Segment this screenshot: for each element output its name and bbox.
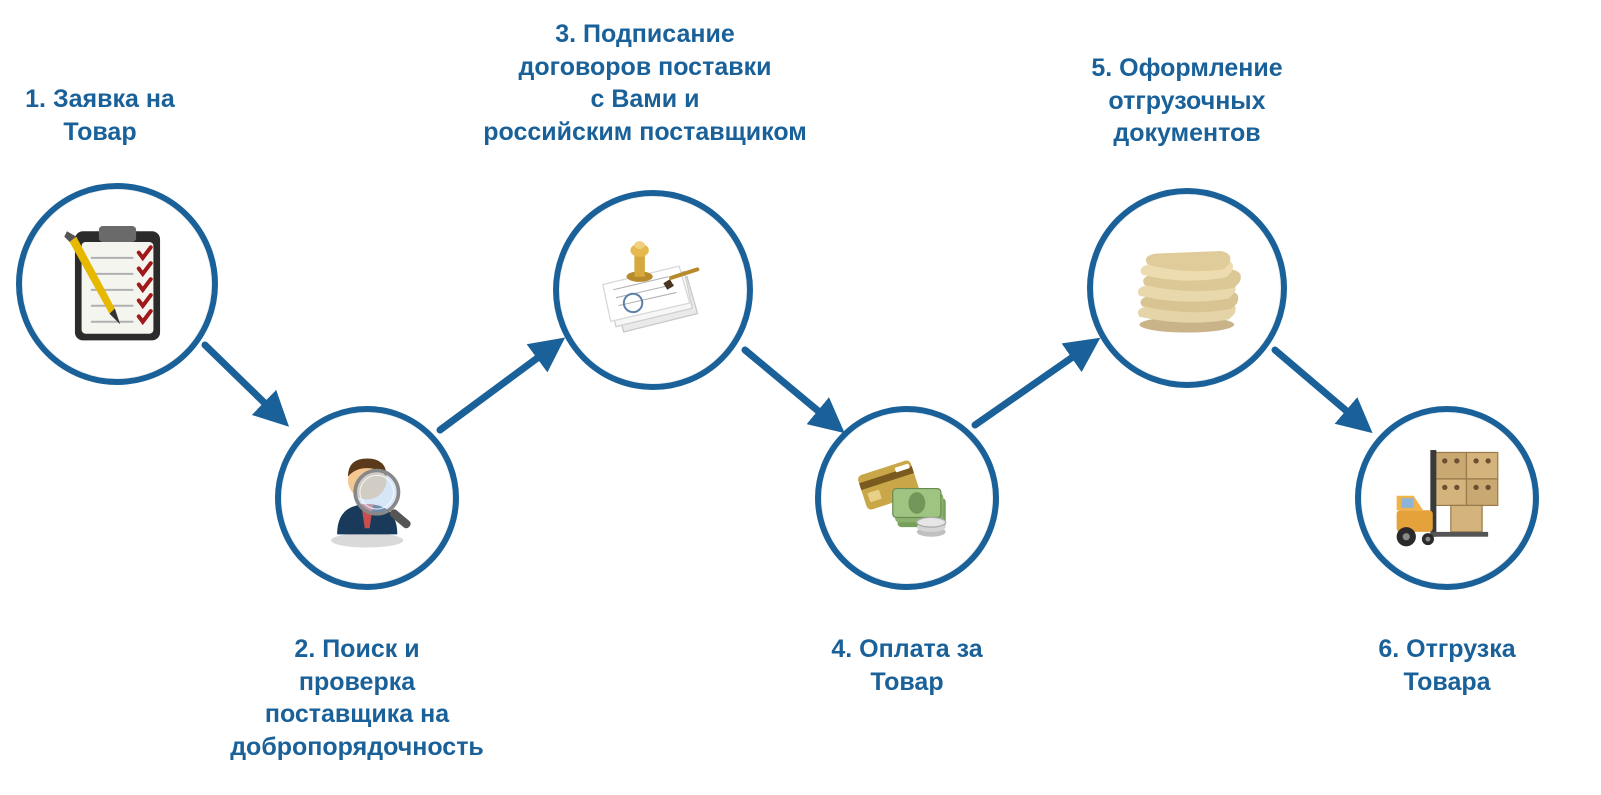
step-circle [1087, 188, 1287, 388]
money-card-icon [847, 438, 967, 558]
process-flow-diagram: 1. Заявка на Товар 2. Поиск и проверка п… [0, 0, 1601, 795]
step-circle [815, 406, 999, 590]
step-circle [553, 190, 753, 390]
paper-stack-icon [1121, 222, 1253, 354]
process-step-5 [1087, 188, 1287, 388]
step-label-4: 4. Оплата за Товар [797, 633, 1017, 698]
step-label-1: 1. Заявка на Товар [0, 83, 200, 148]
process-step-2 [275, 406, 459, 590]
step-label-6: 6. Отгрузка Товара [1347, 633, 1547, 698]
step-label-3: 3. Подписание договоров поставки с Вами … [445, 18, 845, 148]
step-label-5: 5. Оформление отгрузочных документов [1057, 52, 1317, 150]
process-step-4 [815, 406, 999, 590]
step-circle [16, 183, 218, 385]
step-circle [275, 406, 459, 590]
process-step-1 [16, 183, 218, 385]
person-magnifier-icon [307, 438, 427, 558]
documents-stamp-icon [587, 224, 719, 356]
step-label-2: 2. Поиск и проверка поставщика на доброп… [197, 633, 517, 763]
process-step-6 [1355, 406, 1539, 590]
step-circle [1355, 406, 1539, 590]
process-step-3 [553, 190, 753, 390]
clipboard-checklist-icon [51, 218, 184, 351]
flow-arrow [1275, 350, 1363, 425]
forklift-boxes-icon [1387, 438, 1507, 558]
